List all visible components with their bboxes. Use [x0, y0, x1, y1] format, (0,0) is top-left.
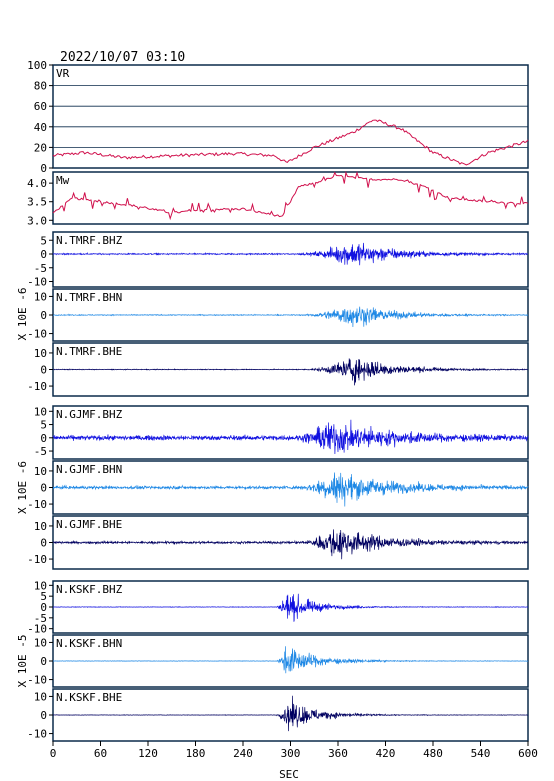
panel-gjmf_bhn: 10 0 -10 N.GJMF.BHN — [27, 460, 529, 515]
y-tick-label: 5 — [40, 234, 47, 247]
panel-label: VR — [56, 67, 70, 80]
y-tick-label: 10 — [34, 405, 47, 418]
panel-tmrf_bhe: 10 0 -10 N.TMRF.BHE — [27, 342, 529, 397]
panel-frame — [52, 171, 529, 225]
y-tick-label: 3.5 — [27, 196, 47, 209]
group-y-labels: X 10E -6 X 10E -6 X 10E -5 — [16, 288, 29, 688]
y-tick-label: -10 — [27, 623, 47, 636]
y-tick-label: 80 — [34, 80, 47, 93]
x-tick-label: 120 — [138, 747, 158, 760]
y-tick-label: -10 — [27, 553, 47, 566]
panel-gjmf_bhe: 10 0 -10 N.GJMF.BHE — [27, 515, 529, 570]
panel-frame — [52, 405, 529, 460]
y-tick-label: -5 — [34, 612, 47, 625]
waveform-kskf_bhe — [52, 695, 529, 732]
y-tick-label: -5 — [34, 262, 47, 275]
panel-label: N.GJMF.BHZ — [56, 408, 123, 421]
y-tick-label: 10 — [34, 290, 47, 303]
waveform-gjmf_bhe — [52, 529, 529, 560]
y-tick-label: -10 — [27, 380, 47, 393]
group-y-label: X 10E -5 — [16, 635, 29, 688]
waveform-gjmf_bhz — [52, 419, 529, 455]
panel-frame — [52, 64, 529, 169]
panel-label: N.TMRF.BHE — [56, 345, 122, 358]
x-tick-label: 540 — [471, 747, 491, 760]
y-tick-label: 10 — [34, 520, 47, 533]
x-axis-label: SEC — [279, 768, 299, 781]
y-tick-label: -5 — [34, 445, 47, 458]
x-tick-label: 60 — [94, 747, 107, 760]
y-tick-label: 4.0 — [27, 177, 47, 190]
y-tick-label: -10 — [27, 276, 47, 289]
y-tick-label: 0 — [40, 482, 47, 495]
panel-frame — [52, 231, 529, 288]
y-tick-label: 0 — [40, 709, 47, 722]
waveform-gjmf_bhn — [52, 472, 529, 507]
y-tick-label: 0 — [40, 655, 47, 668]
y-tick-label: 5 — [40, 419, 47, 432]
y-tick-label: -10 — [27, 674, 47, 687]
y-tick-label: 3.0 — [27, 214, 47, 227]
group-y-label: X 10E -6 — [16, 461, 29, 514]
y-tick-label: 10 — [34, 636, 47, 649]
panel-label: N.GJMF.BHE — [56, 518, 122, 531]
group-y-label: X 10E -6 — [16, 288, 29, 341]
y-tick-label: 0 — [40, 364, 47, 377]
waveform-kskf_bhn — [52, 646, 529, 674]
y-tick-label: 0 — [40, 601, 47, 614]
y-tick-label: -10 — [27, 728, 47, 741]
waveform-tmrf_bhn — [52, 306, 529, 328]
y-tick-label: 10 — [34, 347, 47, 360]
x-tick-label: 360 — [328, 747, 348, 760]
x-tick-label: 240 — [233, 747, 253, 760]
y-tick-label: 100 — [27, 59, 47, 72]
panel-vr: 0 20 40 60 80 100 VR — [27, 59, 529, 175]
y-tick-label: 0 — [40, 162, 47, 175]
panel-label: N.TMRF.BHZ — [56, 234, 123, 247]
x-tick-label: 600 — [518, 747, 538, 760]
y-tick-label: 10 — [34, 690, 47, 703]
panel-mw: 3.0 3.5 4.0 Mw — [27, 170, 529, 227]
x-tick-label: 0 — [50, 747, 57, 760]
x-tick-label: 480 — [423, 747, 443, 760]
y-tick-label: 0 — [40, 309, 47, 322]
y-tick-label: 5 — [40, 590, 47, 603]
panel-kskf_bhe: 10 0 -10 N.KSKF.BHE — [27, 688, 529, 742]
panel-label: N.TMRF.BHN — [56, 291, 122, 304]
panel-label: N.GJMF.BHN — [56, 463, 122, 476]
y-tick-label: 40 — [34, 121, 47, 134]
y-tick-label: 0 — [40, 248, 47, 261]
panel-label: Mw — [56, 174, 70, 187]
panel-kskf_bhn: 10 0 -10 N.KSKF.BHN — [27, 634, 529, 688]
panel-label: N.KSKF.BHE — [56, 691, 122, 704]
y-tick-label: 0 — [40, 537, 47, 550]
y-tick-label: -10 — [27, 328, 47, 341]
panel-tmrf_bhz: 50-5-10 N.TMRF.BHZ — [27, 231, 529, 289]
vr-series-line — [52, 119, 529, 166]
x-axis: 0 60 120 180 240 300 360 420 480 540 600 — [50, 741, 538, 760]
x-tick-label: 300 — [281, 747, 301, 760]
y-tick-label: 60 — [34, 100, 47, 113]
waveform-tmrf_bhe — [52, 358, 529, 386]
y-tick-label: 0 — [40, 432, 47, 445]
y-tick-label: 10 — [34, 579, 47, 592]
y-tick-label: 20 — [34, 141, 47, 154]
mw-series-line — [52, 170, 529, 221]
x-tick-label: 420 — [376, 747, 396, 760]
datetime-header: 2022/10/07 03:10 — [60, 50, 185, 65]
panel-label: N.KSKF.BHZ — [56, 583, 123, 596]
y-tick-label: -10 — [27, 498, 47, 511]
waveform-tmrf_bhz — [52, 242, 529, 266]
panel-label: N.KSKF.BHN — [56, 637, 122, 650]
x-tick-label: 180 — [186, 747, 206, 760]
panel-tmrf_bhn: 10 0 -10 N.TMRF.BHN — [27, 288, 529, 342]
waveform-kskf_bhz — [52, 593, 529, 622]
y-tick-label: 10 — [34, 465, 47, 478]
